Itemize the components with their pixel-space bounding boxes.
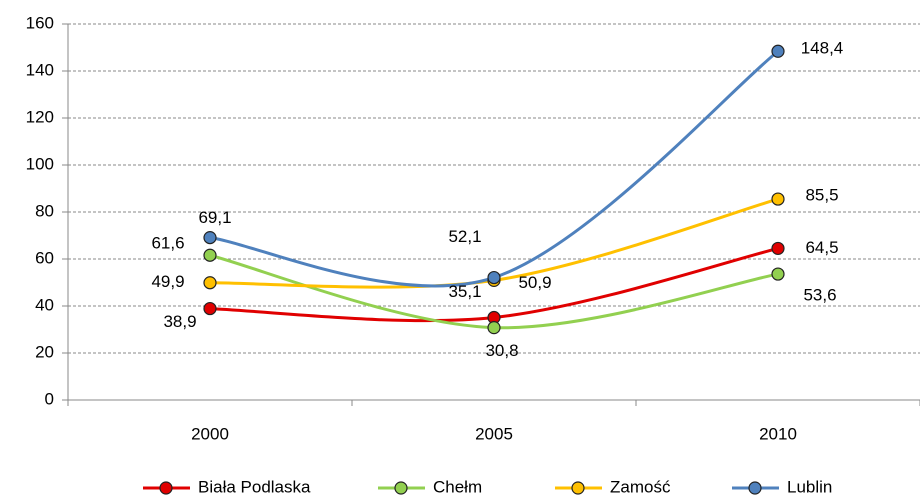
data-label: 38,9: [163, 312, 196, 331]
y-tick-label: 140: [26, 60, 54, 79]
data-label: 35,1: [448, 282, 481, 301]
legend-marker: [748, 481, 762, 495]
legend-marker: [394, 481, 408, 495]
x-tick-label: 2000: [191, 424, 229, 443]
point: [771, 241, 785, 256]
data-label: 69,1: [198, 208, 231, 227]
legend-label: Biała Podlaska: [198, 477, 311, 496]
data-label: 30,8: [485, 341, 518, 360]
data-label: 64,5: [805, 238, 838, 257]
data-label: 148,4: [801, 39, 844, 58]
y-tick-label: 80: [35, 201, 54, 220]
y-tick-label: 160: [26, 13, 54, 32]
x-tick-label: 2010: [759, 424, 797, 443]
point: [487, 270, 501, 285]
data-label: 61,6: [151, 234, 184, 253]
y-tick-label: 0: [45, 389, 54, 408]
x-tick-label: 2005: [475, 424, 513, 443]
series-line: [209, 50, 779, 288]
data-label: 85,5: [805, 186, 838, 205]
point: [203, 301, 217, 316]
legend-label: Lublin: [787, 477, 832, 496]
data-label: 50,9: [518, 273, 551, 292]
legend-label: Chełm: [433, 477, 482, 496]
y-tick-label: 100: [26, 154, 54, 173]
data-label: 53,6: [803, 286, 836, 305]
point: [487, 321, 501, 335]
y-tick-label: 60: [35, 248, 54, 267]
legend-marker: [159, 481, 173, 495]
point: [771, 44, 785, 58]
point: [771, 267, 785, 281]
legend-label: Zamość: [610, 477, 671, 496]
point: [203, 276, 217, 290]
point: [203, 248, 217, 262]
y-tick-label: 120: [26, 107, 54, 126]
data-label: 49,9: [151, 272, 184, 291]
legend-marker: [571, 481, 585, 495]
point: [203, 231, 217, 245]
point: [771, 192, 785, 206]
y-tick-label: 40: [35, 295, 54, 314]
y-tick-label: 20: [35, 342, 54, 361]
data-label: 52,1: [448, 227, 481, 246]
